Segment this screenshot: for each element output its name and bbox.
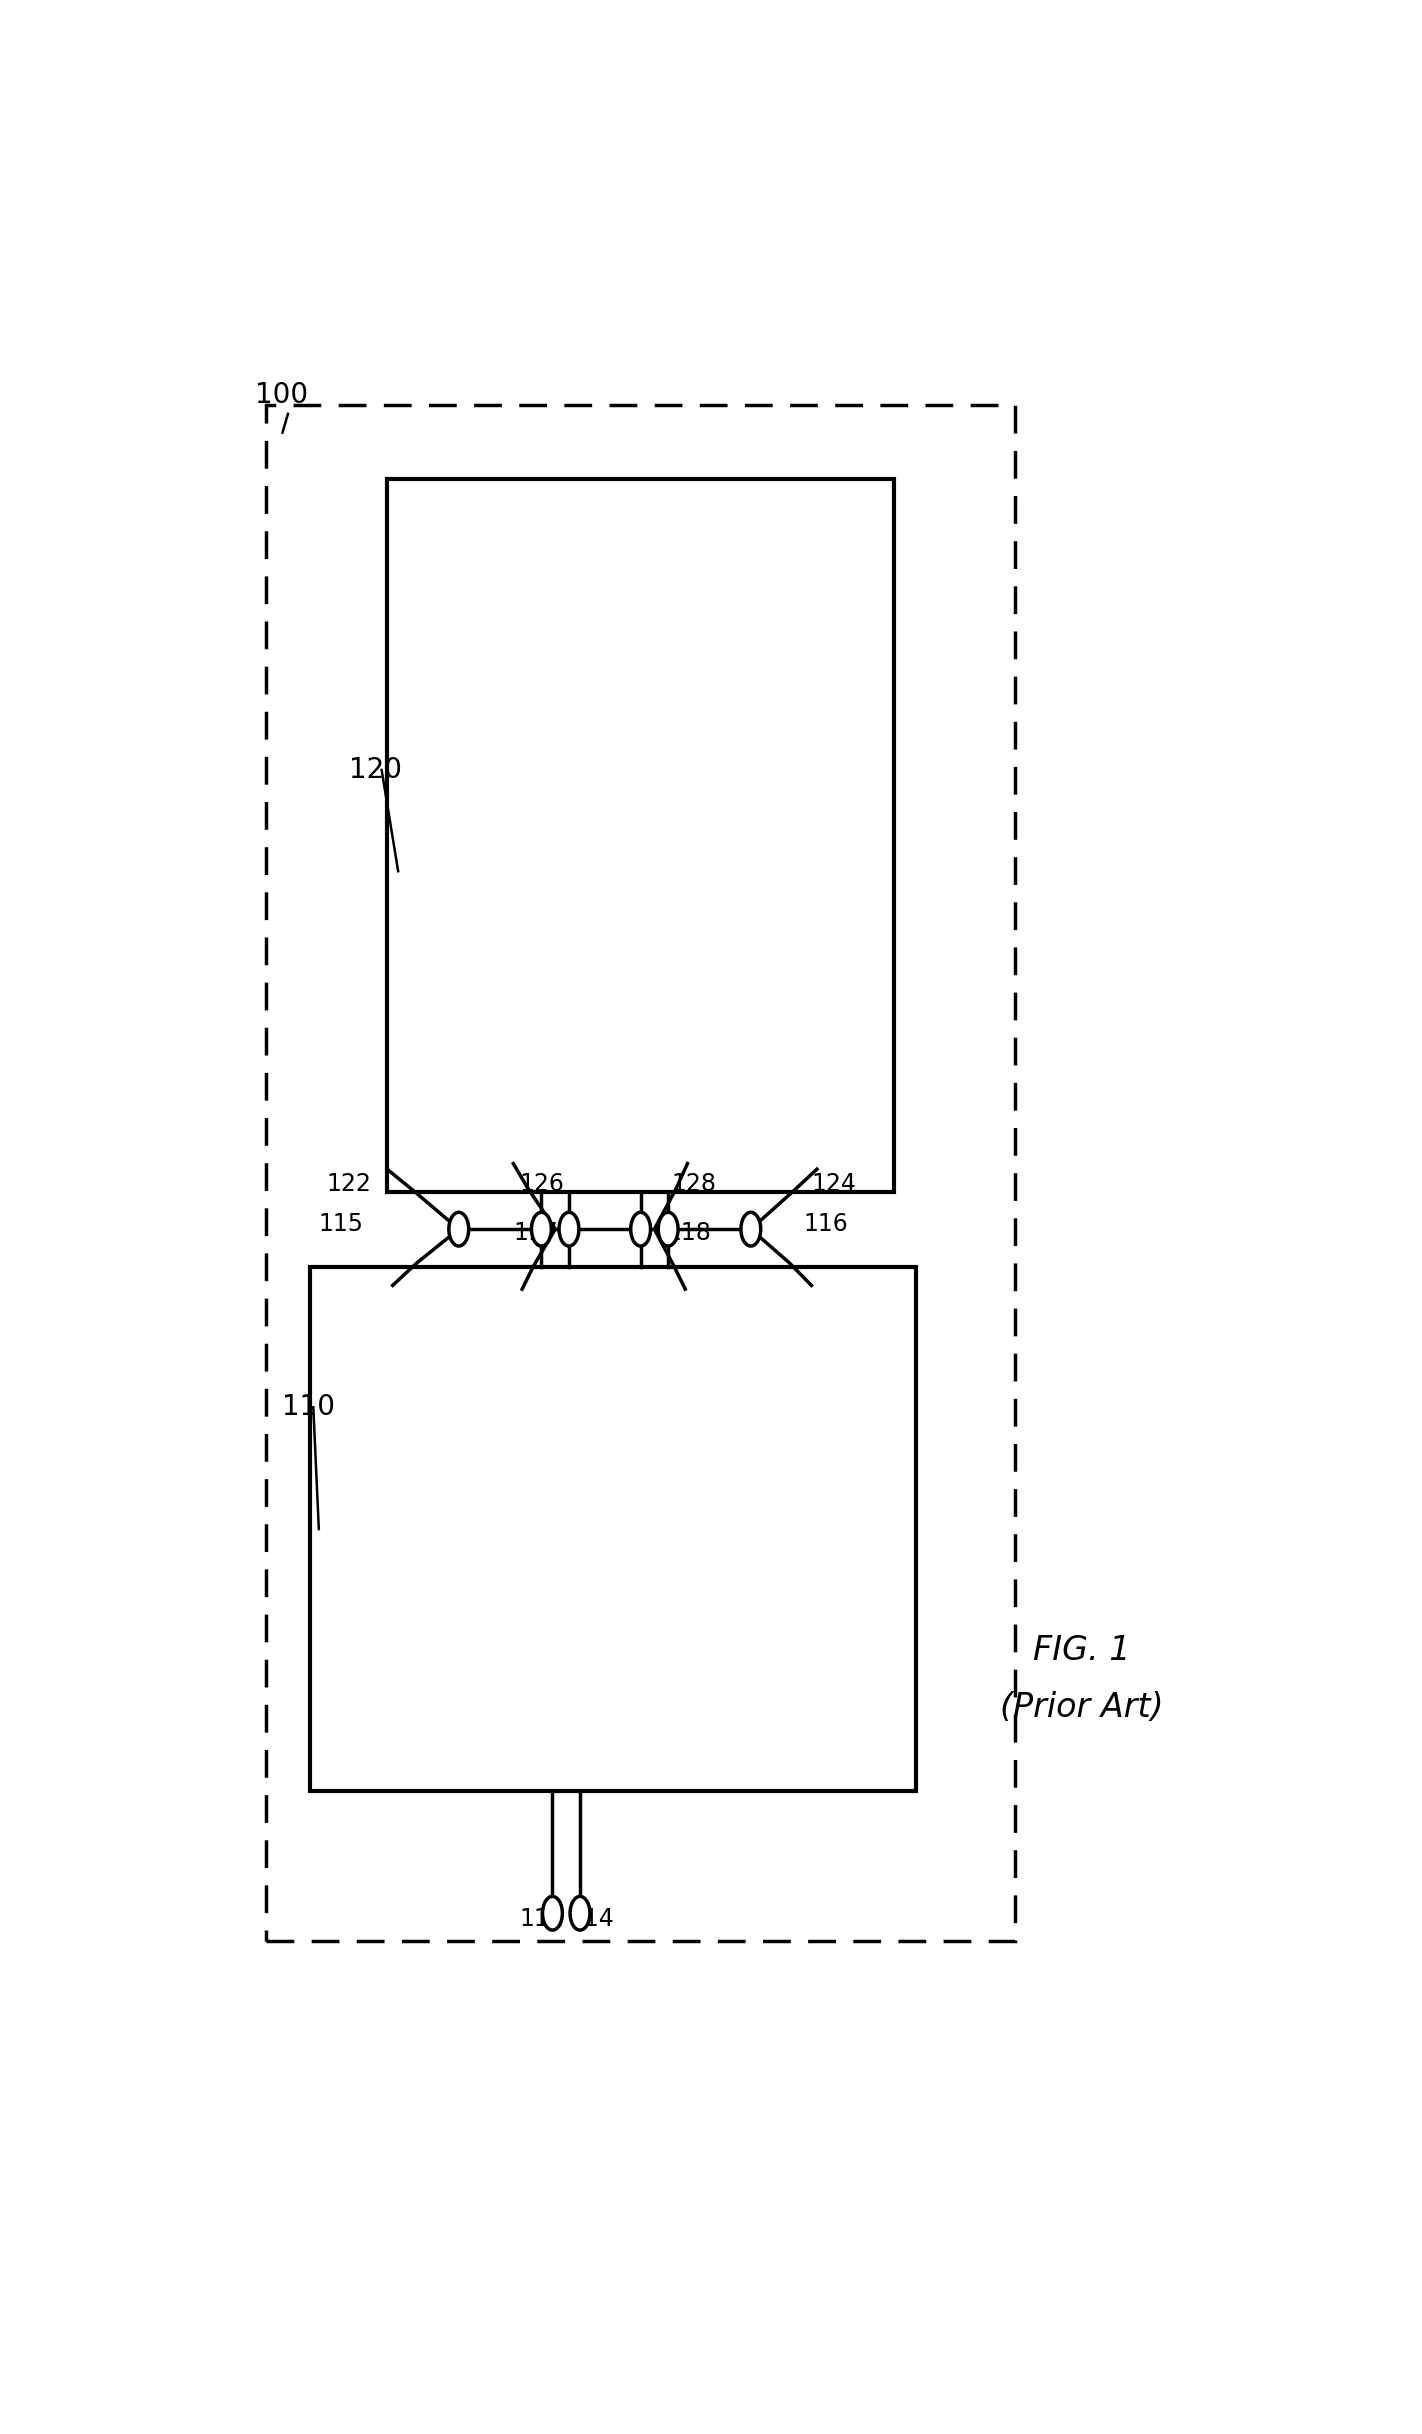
Circle shape — [532, 1212, 552, 1246]
Circle shape — [570, 1896, 590, 1930]
Text: 122: 122 — [327, 1173, 371, 1195]
Circle shape — [658, 1212, 678, 1246]
Text: 112: 112 — [519, 1906, 565, 1930]
Bar — [266, 404, 1015, 1942]
Text: 120: 120 — [348, 757, 401, 784]
Bar — [387, 479, 894, 1193]
Circle shape — [449, 1212, 469, 1246]
Text: FIG. 1: FIG. 1 — [1032, 1633, 1130, 1667]
Text: 126: 126 — [519, 1173, 565, 1195]
Circle shape — [559, 1212, 579, 1246]
Text: 124: 124 — [812, 1173, 856, 1195]
Text: 115: 115 — [319, 1212, 364, 1236]
Text: 116: 116 — [803, 1212, 849, 1236]
Text: (Prior Art): (Prior Art) — [1000, 1692, 1163, 1723]
Circle shape — [741, 1212, 761, 1246]
Text: 110: 110 — [283, 1392, 336, 1421]
Circle shape — [543, 1896, 562, 1930]
Circle shape — [631, 1212, 650, 1246]
Text: 118: 118 — [665, 1222, 711, 1244]
Text: 100: 100 — [255, 382, 309, 409]
Text: 128: 128 — [671, 1173, 717, 1195]
Text: 117: 117 — [513, 1222, 559, 1244]
Bar — [310, 1266, 916, 1791]
Text: 114: 114 — [569, 1906, 614, 1930]
